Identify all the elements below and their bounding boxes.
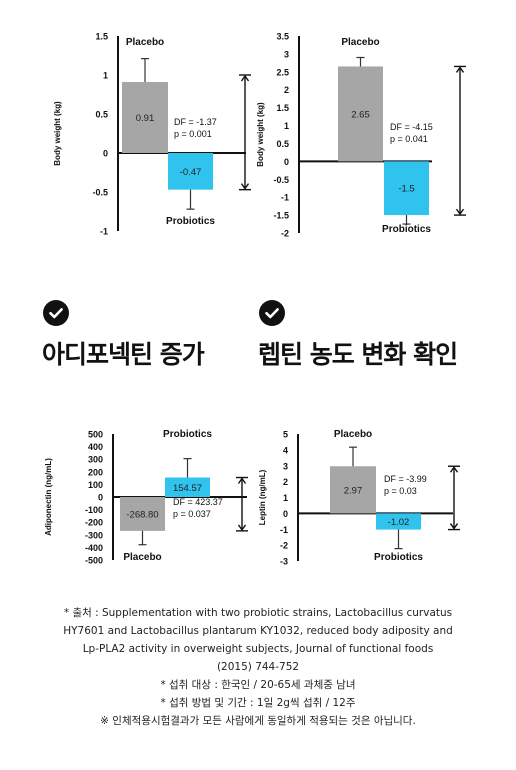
y-tick-label: 200: [88, 467, 103, 477]
y-tick-label: 1: [284, 121, 289, 131]
footnote-line: * 출처 : Supplementation with two probioti…: [63, 607, 453, 619]
data-label-probiotics: -1.5: [398, 184, 414, 195]
bar-placebo: [122, 82, 168, 153]
stat-annotation: DF = -3.99: [384, 474, 427, 484]
y-tick-label: -200: [85, 518, 103, 528]
chart-adiponectin: Adiponectin (ng/mL) 500 400 300 200 100 0 -100 -…: [44, 429, 248, 566]
data-label-probiotics: -1.02: [388, 517, 410, 528]
y-tick-label: -500: [85, 556, 103, 566]
y-tick-label: -1: [100, 227, 108, 237]
footnote-line: (2015) 744-752: [216, 661, 300, 673]
bar-placebo: [338, 66, 383, 162]
y-tick-label: -2: [281, 229, 289, 239]
heading-adiponectin: 아디포넥틴 증가: [42, 340, 205, 369]
footnote-line: * 섭취 방법 및 기간 : 1일 2g씩 섭취 / 12주: [160, 697, 356, 709]
category-label-probiotics: Probiotics: [163, 429, 212, 440]
y-tick-label: 0: [98, 493, 103, 503]
category-label-probiotics: Probiotics: [374, 552, 423, 563]
y-tick-label: 3: [283, 461, 288, 471]
data-label-placebo: 0.91: [136, 113, 155, 124]
heading-leptin: 렙틴 농도 변화 확인: [258, 340, 458, 369]
bar-placebo: [330, 466, 376, 514]
y-tick-label: 1: [283, 493, 288, 503]
y-tick-label: 5: [283, 430, 288, 440]
data-label-placebo: 2.65: [351, 109, 370, 120]
y-axis-label: Adiponectin (ng/mL): [44, 458, 53, 536]
footnotes: * 출처 : Supplementation with two probioti…: [0, 604, 516, 730]
y-tick-label: -400: [85, 543, 103, 553]
y-tick-label: -1: [280, 525, 288, 535]
category-label-placebo: Placebo: [123, 552, 161, 563]
y-tick-label: 3: [284, 49, 289, 59]
y-tick-label: 0: [103, 149, 108, 159]
arrow-up-icon: [455, 66, 465, 73]
y-tick-label: 1: [103, 71, 108, 81]
y-tick-label: 0: [283, 509, 288, 519]
y-tick-label: 300: [88, 455, 103, 465]
stat-annotation: DF = -4.15: [390, 122, 433, 132]
bar-probiotics: [165, 477, 210, 497]
arrow-down-icon: [449, 523, 459, 530]
footnote-line: Lp-PLA2 activity in overweight subjects,…: [82, 643, 434, 655]
check-circle-icon: [259, 300, 285, 326]
bar-probiotics: [168, 153, 213, 190]
data-label-probiotics: 154.57: [173, 483, 202, 494]
arrow-up-icon: [449, 466, 459, 473]
bar-placebo: [120, 497, 165, 531]
category-label-placebo: Placebo: [126, 37, 164, 48]
stat-annotation: p = 0.03: [384, 486, 417, 496]
y-tick-label: -0.5: [92, 188, 108, 198]
data-label-placebo: 2.97: [344, 485, 363, 496]
bar-probiotics: [384, 161, 429, 216]
bar-probiotics: [376, 513, 421, 530]
y-tick-label: 0: [284, 157, 289, 167]
category-label-placebo: Placebo: [341, 37, 379, 48]
category-label-placebo: Placebo: [334, 429, 372, 440]
arrow-down-icon: [240, 183, 250, 190]
arrow-up-icon: [240, 74, 250, 82]
y-tick-label: 100: [88, 480, 103, 490]
y-tick-label: 2: [283, 477, 288, 487]
footnote-line: ※ 인체적용시험결과가 모든 사람에게 동일하게 적용되는 것은 아닙니다.: [100, 715, 416, 727]
stat-annotation: DF = -1.37: [174, 117, 217, 127]
footnote-line: HY7601 and Lactobacillus plantarum KY103…: [63, 625, 453, 637]
chart-body-weight-1: Body weight (kg) 1.5 1 0.5 0 -0.5 -1 0.91 Placeb…: [53, 32, 251, 237]
y-tick-label: 400: [88, 442, 103, 452]
y-tick-label: 0.5: [95, 110, 108, 120]
category-label-probiotics: Probiotics: [166, 216, 215, 227]
footnote-line: * 섭취 대상 : 한국인 / 20-65세 과체중 남녀: [160, 679, 356, 691]
data-label-placebo: -268.80: [126, 509, 158, 520]
y-tick-label: -3: [280, 557, 288, 567]
y-tick-label: 2.5: [276, 67, 289, 77]
y-tick-label: -1: [281, 193, 289, 203]
stat-annotation: DF = 423.37: [173, 497, 223, 507]
y-tick-label: -2: [280, 541, 288, 551]
arrow-down-icon: [237, 524, 247, 532]
y-tick-label: 500: [88, 430, 103, 440]
y-tick-label: 2: [284, 85, 289, 95]
chart-leptin: Leptin (ng/mL) 5 4 3 2 1 0 -1 -2 -3 2.97 Placebo -1.…: [258, 429, 460, 567]
y-tick-label: 1.5: [95, 32, 108, 42]
arrow-down-icon: [455, 208, 465, 216]
y-axis-label: Body weight (kg): [256, 102, 265, 167]
data-label-probiotics: -0.47: [180, 167, 202, 178]
arrow-up-icon: [237, 477, 247, 484]
y-tick-label: -100: [85, 505, 103, 515]
stat-annotation: p = 0.041: [390, 134, 428, 144]
y-tick-label: 4: [283, 445, 288, 455]
y-tick-label: -0.5: [273, 175, 289, 185]
y-tick-label: 3.5: [276, 32, 289, 42]
chart-body-weight-2: Body weight (kg) 3.5 3 2.5 2 1.5 1 0.5 0 -0.5 -1 -1…: [256, 32, 466, 239]
y-tick-label: -300: [85, 530, 103, 540]
stat-annotation: p = 0.037: [173, 509, 211, 519]
y-axis-label: Body weight (kg): [53, 101, 62, 166]
stat-annotation: p = 0.001: [174, 129, 212, 139]
y-tick-label: -1.5: [273, 211, 289, 221]
category-label-probiotics: Probiotics: [382, 224, 431, 235]
y-tick-label: 0.5: [276, 139, 289, 149]
check-circle-icon: [43, 300, 69, 326]
y-axis-label: Leptin (ng/mL): [258, 469, 267, 525]
y-tick-label: 1.5: [276, 103, 289, 113]
